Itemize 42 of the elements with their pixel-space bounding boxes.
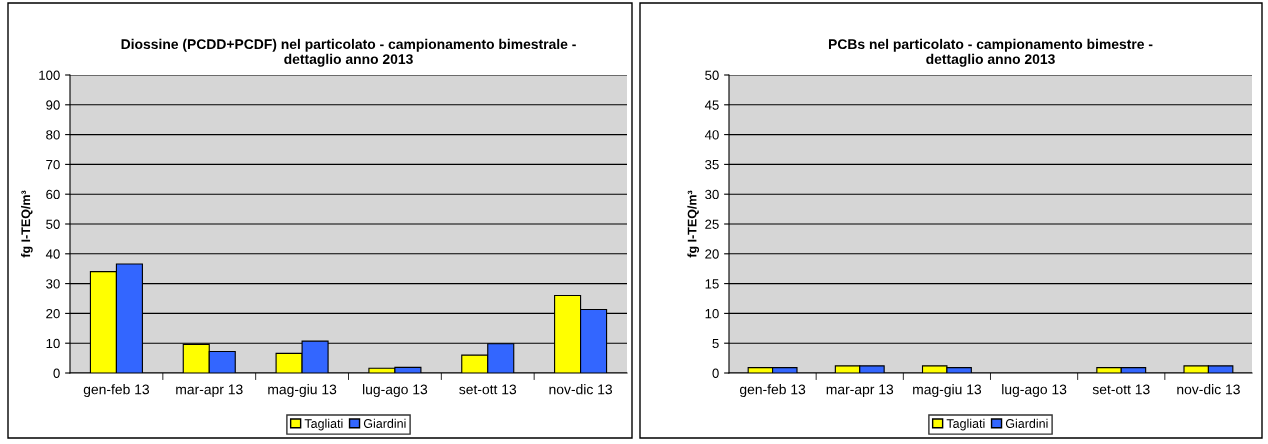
- x-tick-label: gen-feb 13: [739, 384, 806, 398]
- y-tick-label: 70: [46, 159, 60, 170]
- y-tick-label: 50: [705, 70, 719, 80]
- x-tick-label: mag-giu 13: [268, 384, 337, 398]
- x-tick-label: mar-apr 13: [176, 384, 243, 398]
- legend-label: Giardini: [1005, 418, 1048, 428]
- y-tick-label: 0: [53, 368, 60, 378]
- x-tick-label: nov-dic 13: [549, 384, 613, 395]
- x-tick-label: lug-ago 13: [1002, 384, 1067, 398]
- x-tick-label: set-ott 13: [1092, 384, 1150, 395]
- x-tick-label: nov-dic 13: [1177, 384, 1240, 395]
- y-axis-title: fg I-TEQ/m³: [21, 190, 33, 258]
- chart-title: PCBs nel particolato - campionamento bimestre - dettaglio anno 2013: [828, 38, 1153, 67]
- y-tick-label: 60: [46, 189, 60, 200]
- y-tick-label: 40: [704, 130, 719, 140]
- y-tick-label: 15: [705, 279, 719, 289]
- y-tick-label: 20: [705, 249, 719, 259]
- legend-label: Giardini: [363, 418, 406, 428]
- chart-title: Diossine (PCDD+PCDF) nel particolato - campionamento bimestrale - dettaglio anno 2013: [121, 38, 576, 67]
- y-tick-label: 25: [705, 219, 719, 229]
- x-tick-label: mar-apr 13: [826, 384, 894, 398]
- y-tick-label: 45: [704, 100, 719, 110]
- y-tick-label: 50: [46, 219, 60, 229]
- y-tick-label: 20: [46, 308, 60, 319]
- x-tick-label: mag-giu 13: [913, 384, 982, 398]
- y-tick-label: 35: [705, 159, 719, 170]
- x-tick-label: gen-feb 13: [83, 384, 150, 398]
- y-tick-label: 40: [45, 249, 60, 259]
- y-tick-label: 10: [46, 338, 60, 349]
- legend-label: Tagliati: [304, 418, 343, 431]
- x-tick-label: lug-ago 13: [363, 384, 428, 398]
- y-tick-label: 30: [705, 189, 719, 200]
- y-tick-label: 10: [705, 308, 719, 319]
- y-axis-title: fg I-TEQ/m³: [687, 190, 700, 258]
- y-tick-label: 5: [712, 338, 719, 349]
- y-tick-label: 0: [712, 368, 719, 378]
- x-tick-label: set-ott 13: [459, 384, 517, 395]
- legend-label: Tagliati: [946, 418, 985, 431]
- y-tick-label: 90: [46, 100, 60, 110]
- y-tick-label: 30: [46, 279, 60, 289]
- y-tick-label: 100: [39, 70, 60, 80]
- y-tick-label: 80: [46, 130, 60, 140]
